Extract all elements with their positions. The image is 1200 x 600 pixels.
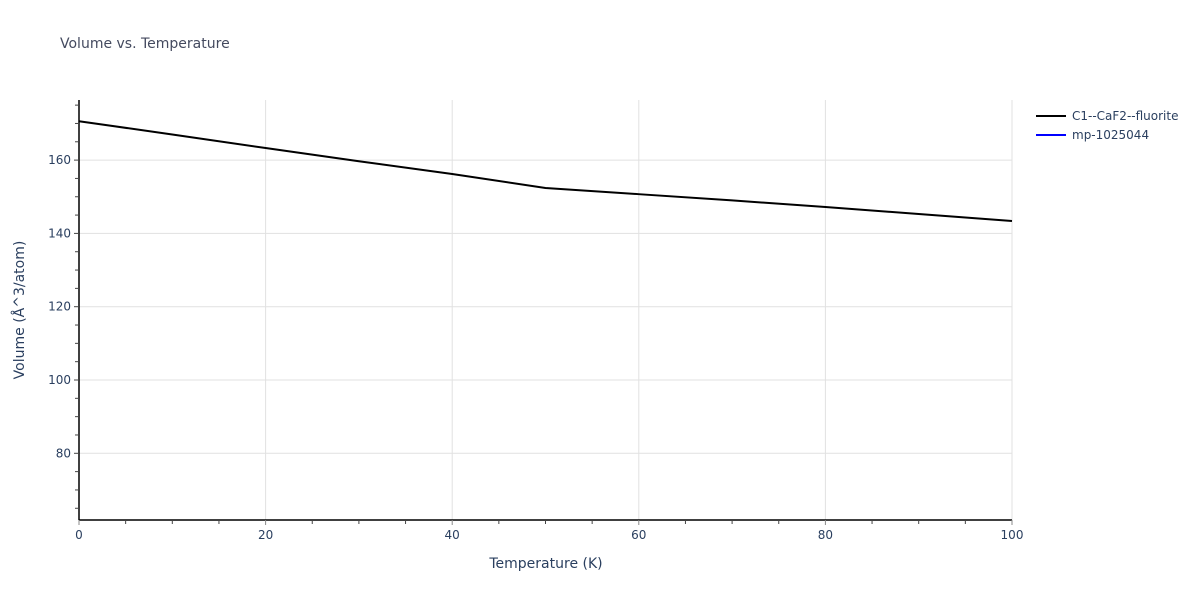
x-tick-label: 80 xyxy=(818,528,833,542)
y-axis-ticks: 80 100 120 140 160 xyxy=(48,153,71,460)
legend-line-icon xyxy=(1036,133,1066,136)
legend-item-mp-1025044[interactable]: mp-1025044 xyxy=(1036,125,1178,144)
x-axis-ticks: 0 20 40 60 80 100 xyxy=(75,528,1023,542)
y-tick-label: 100 xyxy=(48,373,71,387)
x-tick-label: 0 xyxy=(75,528,83,542)
legend-label: mp-1025044 xyxy=(1072,127,1150,142)
y-tick-label: 160 xyxy=(48,153,71,167)
series-line[interactable] xyxy=(78,120,1013,222)
y-tick-label: 120 xyxy=(48,300,71,314)
y-tick-label: 140 xyxy=(48,226,71,240)
x-tick-label: 60 xyxy=(631,528,646,542)
y-axis-title: Volume (Å^3/atom) xyxy=(11,241,28,380)
x-tick-label: 40 xyxy=(445,528,460,542)
axes xyxy=(74,100,1013,525)
x-tick-label: 100 xyxy=(1001,528,1024,542)
chart-title: Volume vs. Temperature xyxy=(60,36,230,52)
y-tick-label: 80 xyxy=(56,446,71,460)
x-tick-label: 20 xyxy=(258,528,273,542)
data-series xyxy=(78,120,1013,222)
legend-item-c1-caf2-fluorite[interactable]: C1--CaF2--fluorite xyxy=(1036,106,1178,125)
legend: C1--CaF2--fluorite mp-1025044 xyxy=(1036,106,1178,144)
grid-lines xyxy=(79,100,1013,520)
x-axis-title: Temperature (K) xyxy=(488,556,602,572)
legend-label: C1--CaF2--fluorite xyxy=(1072,108,1179,123)
legend-line-icon xyxy=(1036,114,1066,117)
